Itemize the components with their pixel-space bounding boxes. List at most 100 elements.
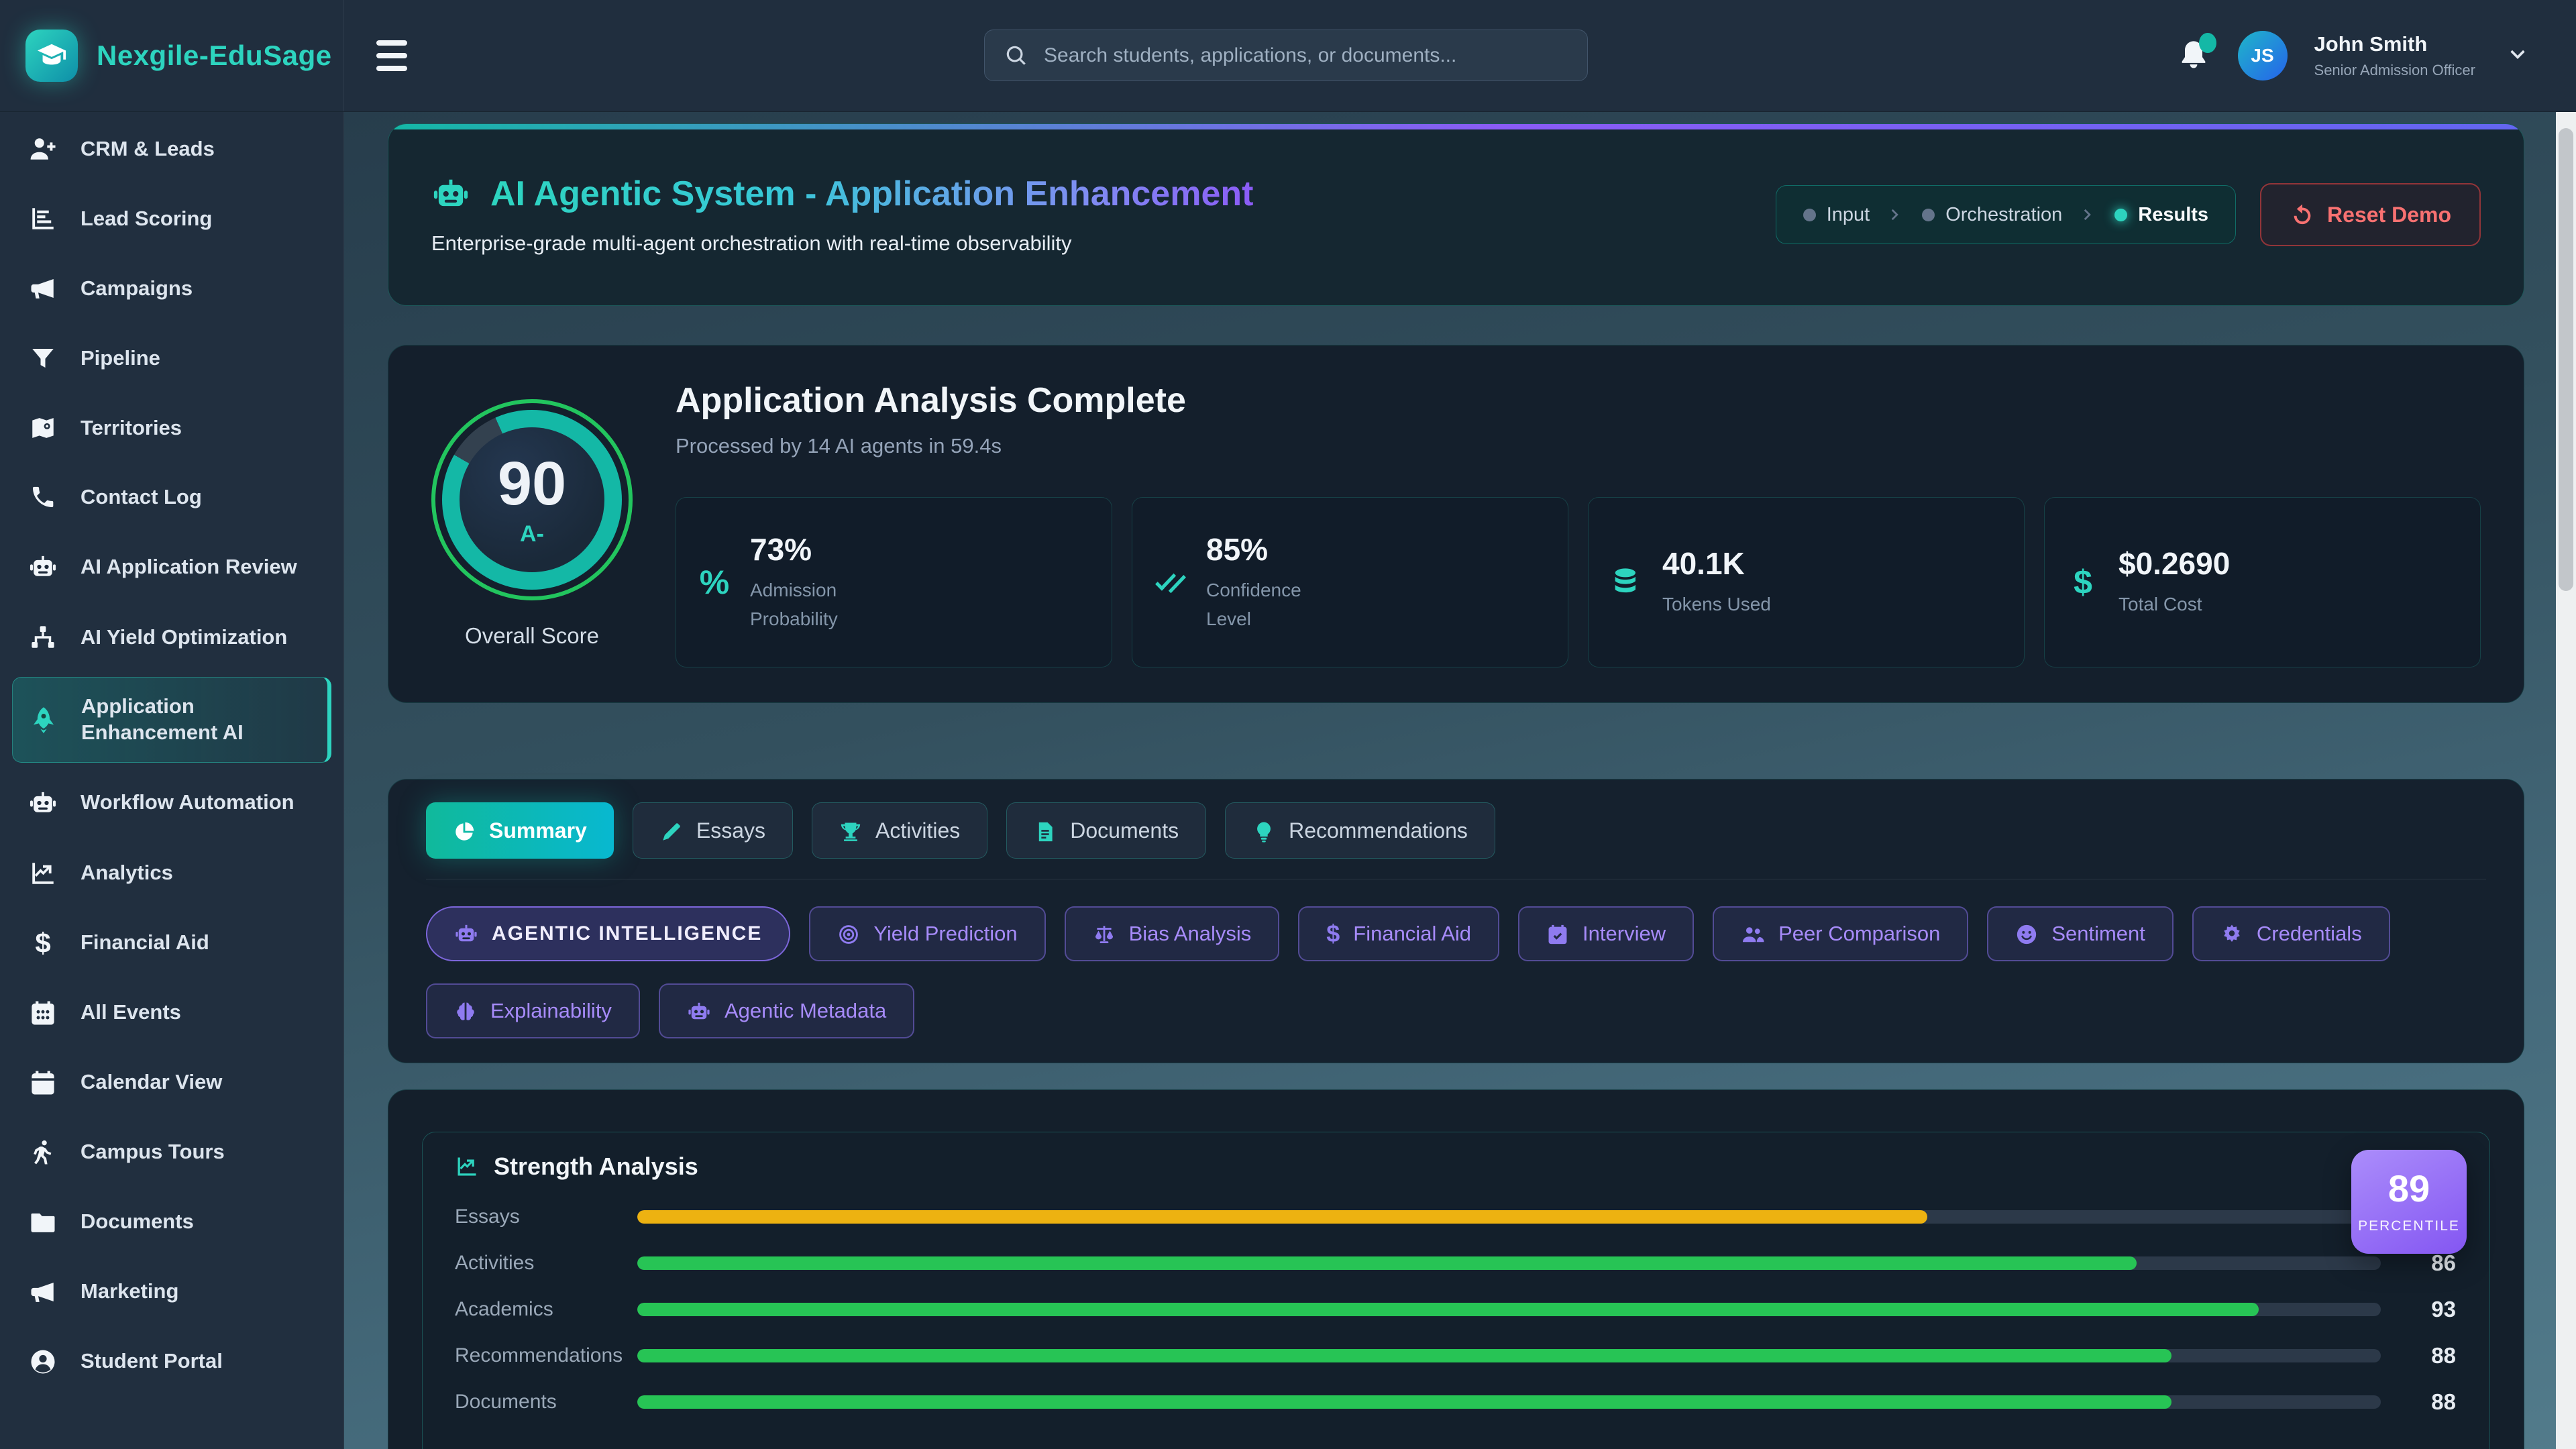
- bar-chart-icon: [28, 205, 58, 233]
- coins-icon: [1609, 565, 1645, 600]
- menu-toggle-button[interactable]: [376, 34, 419, 77]
- chip-interview[interactable]: Interview: [1518, 906, 1695, 961]
- sidebar-item-documents[interactable]: Documents: [12, 1192, 331, 1252]
- bar-track: [637, 1395, 2381, 1409]
- tab-summary[interactable]: Summary: [426, 802, 614, 859]
- app-logo[interactable]: [25, 30, 78, 82]
- step-dot: [1803, 208, 1816, 221]
- sidebar-item-analytics[interactable]: Analytics: [12, 843, 331, 904]
- sidebar: CRM & Leads Lead Scoring Campaigns Pipel…: [0, 112, 344, 1449]
- sidebar-item-campus-tours[interactable]: Campus Tours: [12, 1122, 331, 1183]
- metric-total-cost: $ $0.2690 Total Cost: [2044, 497, 2481, 667]
- tabs-card: Summary Essays Activities Documents Reco…: [388, 779, 2524, 1063]
- tab-row: Summary Essays Activities Documents Reco…: [426, 802, 2486, 879]
- step-orchestration: Orchestration: [1922, 204, 2062, 226]
- chip-sentiment[interactable]: Sentiment: [1987, 906, 2174, 961]
- main-content: AI Agentic System - Application Enhancem…: [344, 112, 2576, 1449]
- chevron-down-icon[interactable]: [2506, 44, 2529, 67]
- sidebar-item-pipeline[interactable]: Pipeline: [12, 328, 331, 388]
- percentile-badge: 89 PERCENTILE: [2351, 1150, 2467, 1254]
- sidebar-item-calendar-view[interactable]: Calendar View: [12, 1053, 331, 1113]
- brain-icon: [454, 999, 477, 1024]
- bar-row-essays: Essays 74: [455, 1204, 2456, 1229]
- bar-row-academics: Academics 93: [455, 1297, 2456, 1322]
- sidebar-item-contact-log[interactable]: Contact Log: [12, 468, 331, 527]
- bar-fill: [637, 1395, 2172, 1409]
- sidebar-item-financial-aid[interactable]: $ Financial Aid: [12, 913, 331, 973]
- sidebar-item-lead-scoring[interactable]: Lead Scoring: [12, 189, 331, 249]
- sidebar-item-workflow-automation[interactable]: Workflow Automation: [12, 772, 331, 834]
- analysis-right: Application Analysis Complete Processed …: [676, 380, 2481, 667]
- robot-icon: [28, 788, 58, 818]
- page-scrollbar[interactable]: [2556, 112, 2576, 1449]
- chip-financial-aid[interactable]: $ Financial Aid: [1298, 906, 1500, 961]
- agentic-banner: AI Agentic System - Application Enhancem…: [388, 123, 2524, 306]
- chip-explainability[interactable]: Explainability: [426, 983, 640, 1038]
- chip-bias-analysis[interactable]: Bias Analysis: [1064, 906, 1280, 961]
- overall-score-block: 90 A- Overall Score: [431, 399, 633, 649]
- sidebar-item-territories[interactable]: Territories: [12, 398, 331, 458]
- chip-rows: AGENTIC INTELLIGENCE Yield Prediction Bi…: [426, 906, 2486, 1038]
- step-input: Input: [1803, 204, 1870, 226]
- scales-icon: [1093, 922, 1116, 947]
- tab-documents[interactable]: Documents: [1006, 802, 1207, 859]
- search-icon: [1004, 43, 1029, 68]
- user-plus-icon: [28, 135, 58, 163]
- calendar-icon: [28, 1069, 58, 1097]
- scrollbar-thumb[interactable]: [2559, 128, 2573, 591]
- reset-demo-button[interactable]: Reset Demo: [2260, 183, 2481, 246]
- sidebar-nav: CRM & Leads Lead Scoring Campaigns Pipel…: [0, 119, 343, 1415]
- tab-essays[interactable]: Essays: [632, 802, 793, 859]
- bar-track: [637, 1210, 2381, 1224]
- bar-track: [637, 1303, 2381, 1316]
- line-chart-icon: [28, 859, 58, 888]
- sidebar-item-ai-yield-optimization[interactable]: AI Yield Optimization: [12, 607, 331, 667]
- phone-icon: [28, 484, 58, 511]
- pipeline-stepper: Input Orchestration Results: [1775, 185, 2237, 244]
- chip-credentials[interactable]: Credentials: [2192, 906, 2390, 961]
- score-value: 90: [497, 449, 567, 518]
- sidebar-item-all-events[interactable]: All Events: [12, 983, 331, 1043]
- sidebar-item-application-enhancement-ai[interactable]: Application Enhancement AI: [12, 677, 331, 763]
- search-input[interactable]: [1044, 44, 1568, 67]
- robot-icon: [431, 174, 470, 213]
- step-dot: [2114, 208, 2128, 221]
- chevron-right-icon: [1887, 206, 1904, 223]
- bar-fill: [637, 1256, 2137, 1270]
- graduation-cap-icon: [36, 40, 67, 71]
- bar-fill: [637, 1210, 1928, 1224]
- user-name: John Smith: [2314, 32, 2428, 56]
- funnel-icon: [28, 344, 58, 372]
- bar-row-documents: Documents 88: [455, 1389, 2456, 1414]
- chip-agentic-metadata[interactable]: Agentic Metadata: [658, 983, 915, 1038]
- notification-badge: [2198, 33, 2216, 53]
- user-meta: John Smith Senior Admission Officer: [2314, 32, 2475, 79]
- sidebar-item-crm-leads[interactable]: CRM & Leads: [12, 119, 331, 179]
- user-role: Senior Admission Officer: [2314, 62, 2475, 78]
- tab-activities[interactable]: Activities: [811, 802, 988, 859]
- analysis-summary-card: 90 A- Overall Score Application Analysis…: [388, 345, 2524, 703]
- sidebar-item-student-portal[interactable]: Student Portal: [12, 1332, 331, 1392]
- award-icon: [2220, 922, 2243, 947]
- score-caption: Overall Score: [465, 623, 599, 648]
- calendar-check-icon: [1546, 922, 1569, 947]
- chip-agentic-intelligence[interactable]: AGENTIC INTELLIGENCE: [426, 906, 791, 961]
- tab-recommendations[interactable]: Recommendations: [1225, 802, 1495, 859]
- notifications-button[interactable]: [2176, 33, 2216, 73]
- bar-row-activities: Activities 86: [455, 1250, 2456, 1275]
- strength-title: Strength Analysis: [494, 1152, 698, 1180]
- analysis-title: Application Analysis Complete: [676, 381, 1186, 420]
- megaphone-icon: [28, 274, 58, 303]
- chip-peer-comparison[interactable]: Peer Comparison: [1713, 906, 1969, 961]
- top-bar: Nexgile-EduSage JS John Smith Senior Adm…: [0, 0, 2576, 112]
- bar-track: [637, 1256, 2381, 1270]
- file-icon: [1034, 818, 1057, 843]
- sidebar-item-ai-application-review[interactable]: AI Application Review: [12, 536, 331, 598]
- sidebar-item-campaigns[interactable]: Campaigns: [12, 258, 331, 319]
- avatar[interactable]: JS: [2237, 31, 2288, 80]
- bar-row-recommendations: Recommendations 88: [455, 1343, 2456, 1368]
- score-ring: 90 A-: [431, 399, 633, 600]
- chip-yield-prediction[interactable]: Yield Prediction: [809, 906, 1046, 961]
- page-title: AI Agentic System - Application Enhancem…: [490, 174, 1254, 213]
- sidebar-item-marketing[interactable]: Marketing: [12, 1262, 331, 1322]
